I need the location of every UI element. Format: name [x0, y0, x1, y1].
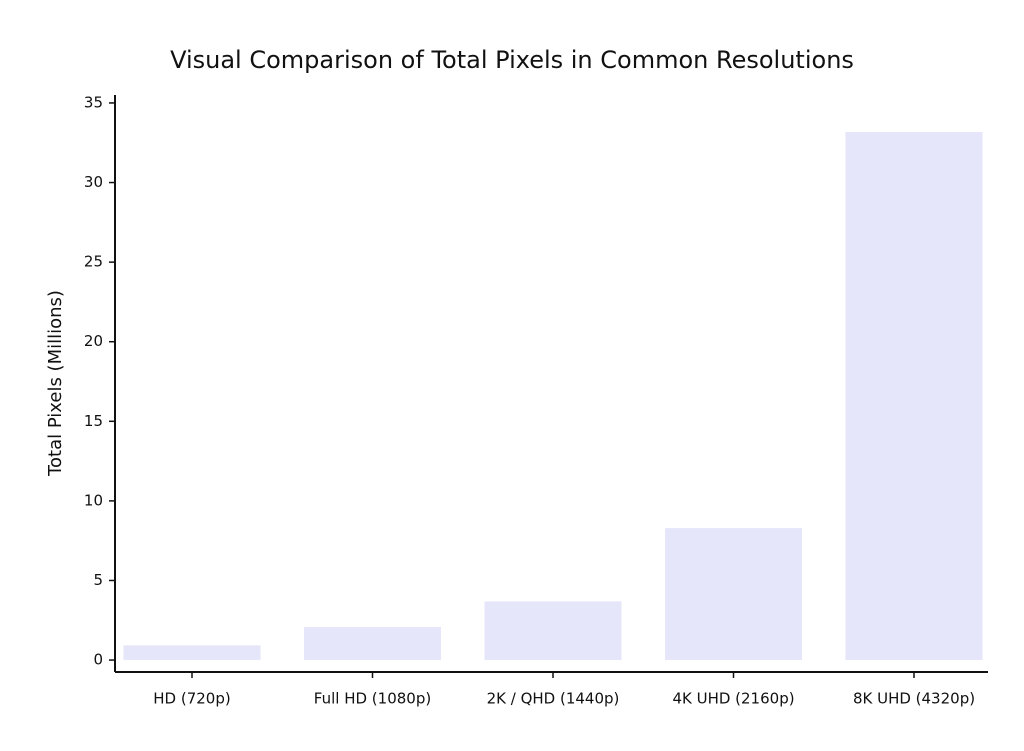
y-tick-label: 30 [84, 173, 103, 191]
bar [665, 528, 802, 661]
y-axis-label: Total Pixels (Millions) [45, 290, 66, 477]
y-tick-label: 20 [84, 332, 103, 350]
x-tick-label: Full HD (1080p) [314, 690, 431, 708]
y-tick-label: 25 [84, 253, 103, 271]
bar [484, 601, 622, 661]
chart-title: Visual Comparison of Total Pixels in Com… [170, 46, 854, 74]
bar [123, 645, 261, 661]
y-tick-label: 10 [84, 491, 103, 509]
x-tick-label: 8K UHD (4320p) [853, 690, 975, 708]
bar [304, 627, 441, 661]
x-tick-label: HD (720p) [153, 690, 230, 708]
y-tick-label: 35 [84, 93, 103, 111]
y-tick-label: 15 [84, 412, 103, 430]
y-tick-label: 5 [93, 571, 103, 589]
x-tick-label: 4K UHD (2160p) [672, 690, 794, 708]
y-tick-label: 0 [93, 651, 103, 669]
x-tick-label: 2K / QHD (1440p) [487, 690, 620, 708]
bar [845, 131, 983, 661]
